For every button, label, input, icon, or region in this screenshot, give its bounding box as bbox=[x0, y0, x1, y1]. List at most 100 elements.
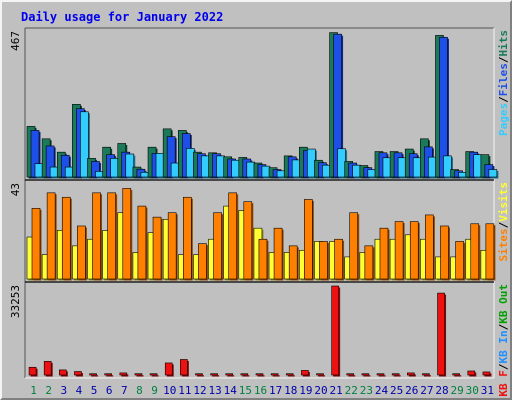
pages-bar bbox=[458, 172, 467, 178]
sites-bar bbox=[31, 208, 41, 280]
kb-f-bar-shadow bbox=[242, 375, 250, 377]
kb-f-bar bbox=[376, 373, 385, 376]
kb-f-bar-shadow bbox=[91, 375, 99, 377]
kb-f-bar bbox=[316, 373, 324, 376]
sites-bar bbox=[349, 212, 359, 280]
x-tick-label: 12 bbox=[193, 384, 206, 397]
pages-bar bbox=[397, 157, 407, 178]
x-tick-label: 7 bbox=[121, 384, 128, 397]
sites-bar bbox=[379, 227, 389, 280]
x-tick-label: 13 bbox=[208, 384, 221, 397]
sites-bar bbox=[273, 227, 283, 280]
x-tick-label: 2 bbox=[45, 384, 52, 397]
kb-f-bar bbox=[255, 373, 264, 376]
x-tick-label: 23 bbox=[360, 384, 373, 397]
kb-f-bar bbox=[467, 370, 476, 376]
kb-f-bar-shadow bbox=[272, 375, 280, 377]
legend-item: Files bbox=[497, 63, 510, 96]
sites-bar bbox=[137, 205, 147, 280]
pages-bar bbox=[201, 155, 210, 178]
kb-f-bar-shadow bbox=[348, 375, 356, 377]
pages-bar bbox=[64, 166, 74, 178]
sites-bar bbox=[122, 188, 132, 280]
legend-separator: / bbox=[497, 96, 510, 103]
kb-f-bar-shadow bbox=[423, 375, 431, 377]
pages-bar bbox=[125, 153, 135, 178]
kb-f-bar-shadow bbox=[227, 375, 235, 377]
pages-bar bbox=[473, 154, 483, 178]
kb-f-bar-shadow bbox=[212, 375, 220, 377]
x-tick-label: 3 bbox=[61, 384, 68, 397]
pages-bar bbox=[352, 164, 362, 178]
kb-f-bar bbox=[285, 373, 294, 376]
kb-f-bar-shadow bbox=[454, 375, 462, 377]
legend-separator: / bbox=[497, 221, 510, 228]
x-tick-label: 21 bbox=[330, 384, 343, 397]
pages-bar bbox=[382, 157, 392, 178]
kb-f-bar bbox=[195, 373, 203, 376]
kb-f-bar bbox=[89, 373, 97, 376]
kb-f-bar bbox=[119, 372, 128, 376]
sites-bar bbox=[77, 225, 86, 280]
legend-separator: / bbox=[497, 323, 510, 330]
sites-bar bbox=[455, 241, 464, 280]
pages-bar bbox=[110, 158, 119, 178]
kb-f-bar bbox=[225, 373, 234, 376]
kb-f-bar bbox=[437, 292, 445, 376]
kb-f-bar bbox=[28, 366, 37, 376]
kb-f-bar bbox=[391, 373, 400, 376]
kb-f-bar-shadow bbox=[287, 375, 295, 377]
x-tick-label: 28 bbox=[435, 384, 448, 397]
legend-item: Sites bbox=[497, 228, 510, 261]
y-max-label: 33253 bbox=[9, 285, 22, 318]
kb-f-bar bbox=[301, 370, 309, 376]
x-tick-label: 22 bbox=[345, 384, 358, 397]
sites-bar bbox=[425, 214, 434, 280]
pages-bar bbox=[231, 159, 240, 178]
kb-f-bar-shadow bbox=[393, 375, 401, 377]
pages-bar bbox=[276, 170, 286, 178]
legend-item: KB In bbox=[497, 330, 510, 363]
kb-f-bar bbox=[422, 373, 430, 376]
kb-f-bar bbox=[164, 362, 173, 376]
kb-f-bar-shadow bbox=[257, 375, 265, 377]
sites-bar bbox=[92, 192, 101, 280]
legend: Sites/Visits bbox=[497, 182, 510, 262]
sites-bar bbox=[167, 212, 177, 280]
pages-bar bbox=[95, 171, 104, 178]
pages-bar bbox=[246, 161, 256, 178]
kb-f-bar bbox=[149, 373, 158, 376]
pages-bar bbox=[488, 169, 498, 178]
kb-f-bar bbox=[59, 369, 67, 376]
kb-f-bar bbox=[361, 373, 370, 376]
x-tick-label: 24 bbox=[375, 384, 389, 397]
x-tick-label: 17 bbox=[269, 384, 282, 397]
pages-bar bbox=[34, 163, 44, 178]
x-tick-label: 18 bbox=[284, 384, 297, 397]
sites-bar bbox=[61, 196, 71, 280]
x-tick-label: 5 bbox=[91, 384, 98, 397]
legend-item: KB Out bbox=[497, 284, 510, 324]
legend: Pages/Files/Hits bbox=[497, 30, 510, 136]
pages-bar bbox=[49, 166, 59, 178]
sites-bar bbox=[394, 221, 404, 280]
sites-bar bbox=[334, 238, 343, 280]
kb-f-bar bbox=[74, 371, 82, 376]
x-tick-label: 29 bbox=[451, 384, 464, 397]
y-max-label: 467 bbox=[9, 31, 22, 51]
kb-f-bar bbox=[104, 373, 113, 376]
kb-f-bar bbox=[210, 373, 218, 376]
x-tick-label: 10 bbox=[163, 384, 176, 397]
legend-item: KB F bbox=[497, 370, 510, 397]
pages-bar bbox=[80, 111, 89, 178]
x-tick-label: 9 bbox=[151, 384, 158, 397]
kb-f-bar bbox=[270, 373, 279, 376]
x-tick-label: 20 bbox=[314, 384, 327, 397]
sites-bar bbox=[485, 223, 495, 280]
sites-bar bbox=[46, 192, 56, 280]
sites-bar bbox=[440, 225, 449, 280]
pages-bar bbox=[322, 164, 331, 178]
sites-bar bbox=[213, 212, 222, 280]
pages-bar bbox=[170, 162, 180, 178]
x-tick-label: 15 bbox=[239, 384, 252, 397]
